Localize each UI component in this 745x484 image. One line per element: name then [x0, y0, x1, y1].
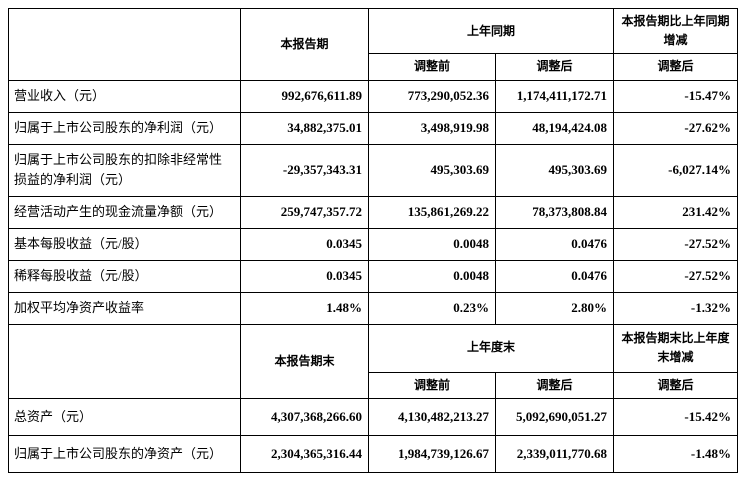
value-after-adjust: 78,373,808.84: [494, 195, 615, 229]
value-before-adjust: 3,498,919.98: [368, 111, 496, 145]
value-change: -27.52%: [613, 259, 739, 293]
header-row-period-1: 本报告期 上年同期 本报告期比上年同期增减: [8, 7, 739, 81]
table-row-basic-eps: 基本每股收益（元/股） 0.0345 0.0048 0.0476 -27.52%: [8, 227, 739, 261]
value-before-adjust: 495,303.69: [368, 143, 496, 197]
header-prior-period-group: 上年同期: [367, 7, 615, 55]
value-after-adjust: 0.0476: [494, 259, 615, 293]
value-before-adjust: 0.0048: [368, 259, 496, 293]
header-current-period-end: 本报告期末: [240, 323, 369, 399]
value-current: 0.0345: [240, 227, 369, 261]
corner-cell-2: [8, 323, 241, 399]
subheader-before-adjust-2: 调整前: [368, 371, 496, 399]
table-row-net-profit-excl-nonrecurring: 归属于上市公司股东的扣除非经常性损益的净利润（元） -29,357,343.31…: [8, 143, 739, 197]
header-row-period-2: 本报告期末 上年度末 本报告期末比上年度末增减: [8, 323, 739, 399]
row-label: 经营活动产生的现金流量净额（元）: [8, 195, 241, 229]
value-before-adjust: 0.23%: [368, 291, 496, 325]
value-current: 4,307,368,266.60: [240, 397, 369, 436]
subheader-before-adjust: 调整前: [368, 53, 496, 81]
row-label: 归属于上市公司股东的净利润（元）: [8, 111, 241, 145]
value-after-adjust: 2.80%: [494, 291, 615, 325]
table-row-total-assets: 总资产（元） 4,307,368,266.60 4,130,482,213.27…: [8, 397, 739, 436]
row-label: 营业收入（元）: [8, 79, 241, 113]
value-before-adjust: 0.0048: [368, 227, 496, 261]
row-label: 总资产（元）: [8, 397, 241, 436]
subheader-after-adjust-2: 调整后: [494, 371, 615, 399]
subheader-change-after-adjust: 调整后: [613, 53, 739, 81]
value-after-adjust: 0.0476: [494, 227, 615, 261]
table-row-diluted-eps: 稀释每股收益（元/股） 0.0345 0.0048 0.0476 -27.52%: [8, 259, 739, 293]
header-row-subcols-1: 调整前 调整后 调整后: [9, 53, 739, 81]
value-change: 231.42%: [613, 195, 739, 229]
subheader-change-after-adjust-2: 调整后: [613, 371, 739, 399]
value-after-adjust: 2,339,011,770.68: [494, 434, 615, 473]
value-current: 34,882,375.01: [240, 111, 369, 145]
value-change: -27.52%: [613, 227, 739, 261]
value-after-adjust: 5,092,690,051.27: [494, 397, 615, 436]
value-after-adjust: 495,303.69: [494, 143, 615, 197]
header-current-period: 本报告期: [240, 8, 369, 81]
value-current: -29,357,343.31: [240, 143, 369, 197]
page-container: 本报告期 上年同期 本报告期比上年同期增减 调整前 调整后 调整后 营业收入（元…: [8, 7, 739, 473]
value-change: -27.62%: [613, 111, 739, 145]
table-row-net-profit: 归属于上市公司股东的净利润（元） 34,882,375.01 3,498,919…: [8, 111, 739, 145]
value-before-adjust: 773,290,052.36: [368, 79, 496, 113]
row-label: 归属于上市公司股东的扣除非经常性损益的净利润（元）: [8, 143, 241, 197]
value-current: 992,676,611.89: [240, 79, 369, 113]
value-change: -1.48%: [613, 434, 739, 473]
table-row-net-assets: 归属于上市公司股东的净资产（元） 2,304,365,316.44 1,984,…: [8, 434, 739, 473]
value-before-adjust: 4,130,482,213.27: [368, 397, 496, 436]
row-label: 归属于上市公司股东的净资产（元）: [8, 434, 241, 473]
value-change: -15.42%: [613, 397, 739, 436]
value-current: 0.0345: [240, 259, 369, 293]
row-label: 稀释每股收益（元/股）: [8, 259, 241, 293]
header-change-group-2: 本报告期末比上年度末增减: [613, 323, 739, 373]
value-current: 1.48%: [240, 291, 369, 325]
table-row-operating-cash-flow: 经营活动产生的现金流量净额（元） 259,747,357.72 135,861,…: [8, 195, 739, 229]
table-row-weighted-avg-roe: 加权平均净资产收益率 1.48% 0.23% 2.80% -1.32%: [8, 291, 739, 325]
row-label: 加权平均净资产收益率: [8, 291, 241, 325]
financial-summary-table: 本报告期 上年同期 本报告期比上年同期增减 调整前 调整后 调整后 营业收入（元…: [8, 7, 739, 473]
header-row-subcols-2: 调整前 调整后 调整后: [9, 371, 739, 399]
value-current: 2,304,365,316.44: [240, 434, 369, 473]
value-after-adjust: 1,174,411,172.71: [494, 79, 615, 113]
row-label: 基本每股收益（元/股）: [8, 227, 241, 261]
table-row-revenue: 营业收入（元） 992,676,611.89 773,290,052.36 1,…: [8, 79, 739, 113]
value-current: 259,747,357.72: [240, 195, 369, 229]
header-prior-year-end-group: 上年度末: [367, 323, 615, 373]
value-before-adjust: 1,984,739,126.67: [368, 434, 496, 473]
value-change: -15.47%: [613, 79, 739, 113]
subheader-after-adjust: 调整后: [494, 53, 615, 81]
header-change-group: 本报告期比上年同期增减: [613, 7, 739, 55]
value-after-adjust: 48,194,424.08: [494, 111, 615, 145]
value-change: -1.32%: [613, 291, 739, 325]
corner-cell: [8, 8, 241, 81]
value-before-adjust: 135,861,269.22: [368, 195, 496, 229]
value-change: -6,027.14%: [613, 143, 739, 197]
